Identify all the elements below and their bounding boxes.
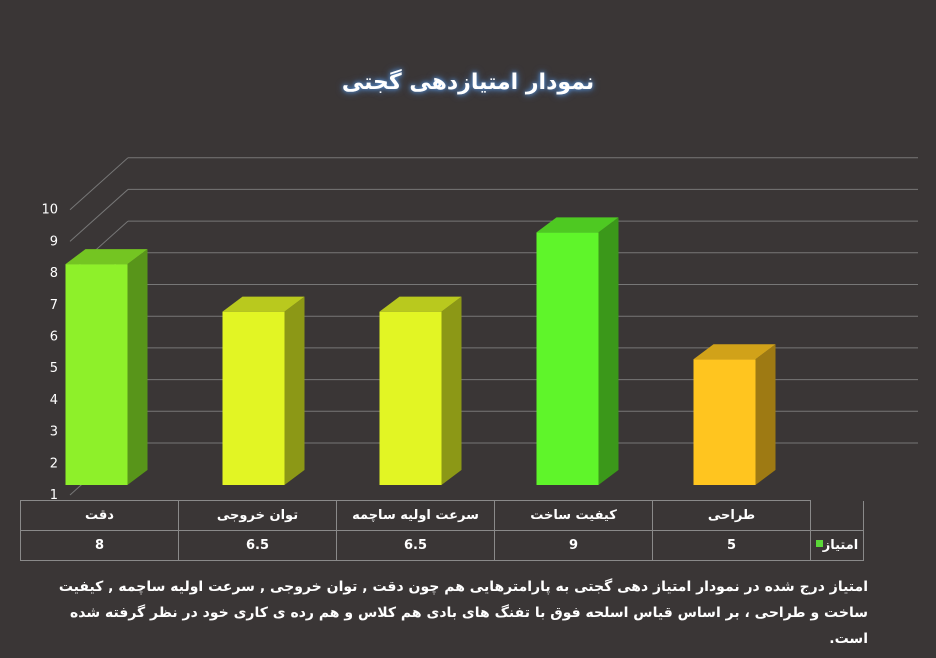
y-tick-label: 9	[50, 234, 58, 249]
legend-key-icon	[815, 540, 823, 547]
bar-front	[222, 311, 285, 485]
bar	[536, 217, 619, 485]
category-row: دقت توان خروجی سرعت اولیه ساچمه کیفیت سا…	[20, 500, 864, 531]
category-label: دقت	[20, 500, 179, 531]
bar-top	[65, 249, 148, 265]
series-name: امتیاز	[822, 538, 859, 553]
y-tick-label: 1	[50, 488, 58, 500]
bar	[222, 296, 305, 485]
value-cell: 6.5	[336, 530, 495, 561]
bar-top	[693, 344, 776, 360]
bar-front	[379, 311, 442, 485]
grid-layer	[69, 157, 918, 496]
y-tick-label: 8	[50, 266, 58, 281]
bar-side	[598, 217, 619, 485]
bar	[65, 249, 148, 485]
y-tick-label: 10	[41, 203, 58, 218]
gridline	[69, 157, 129, 211]
y-tick-label: 4	[50, 393, 58, 408]
series-legend: امتیاز	[810, 530, 864, 561]
bar-top	[379, 296, 462, 312]
value-row: 8 6.5 6.5 9 5 امتیاز	[20, 530, 864, 561]
y-tick-label: 2	[50, 456, 58, 471]
table-corner	[810, 500, 864, 531]
chart-plot-area: 1 2 3 4 5 6 7 8 9 10	[41, 157, 918, 500]
value-cell: 8	[20, 530, 179, 561]
bar-side	[755, 344, 776, 485]
value-cell: 9	[494, 530, 653, 561]
gridline	[69, 189, 129, 242]
bar	[693, 344, 776, 485]
bar-front	[65, 264, 128, 485]
data-table: دقت توان خروجی سرعت اولیه ساچمه کیفیت سا…	[20, 500, 864, 561]
bar-side	[127, 249, 148, 485]
chart-title: نمودار امتیازدهی گجتی	[341, 70, 595, 95]
y-tick-label: 5	[50, 361, 58, 376]
value-cell: 6.5	[178, 530, 337, 561]
footnote: امتیاز درج شده در نمودار امتیاز دهی گجتی…	[58, 579, 868, 647]
category-label: کیفیت ساخت	[494, 500, 653, 531]
y-tick-label: 3	[50, 425, 58, 440]
category-label: طراحی	[652, 500, 811, 531]
y-axis-ticks: 1 2 3 4 5 6 7 8 9 10	[41, 203, 58, 500]
category-label: سرعت اولیه ساچمه	[336, 500, 495, 531]
bar-side	[441, 296, 462, 485]
bar-top	[536, 217, 619, 233]
bar-side	[284, 296, 305, 485]
bar	[379, 296, 462, 485]
bar-front	[536, 232, 599, 485]
category-label: توان خروجی	[178, 500, 337, 531]
bar-front	[693, 359, 756, 485]
bars	[65, 217, 776, 485]
y-tick-label: 6	[50, 330, 58, 345]
bar-top	[222, 296, 305, 312]
y-tick-label: 7	[50, 298, 58, 313]
value-cell: 5	[652, 530, 811, 561]
